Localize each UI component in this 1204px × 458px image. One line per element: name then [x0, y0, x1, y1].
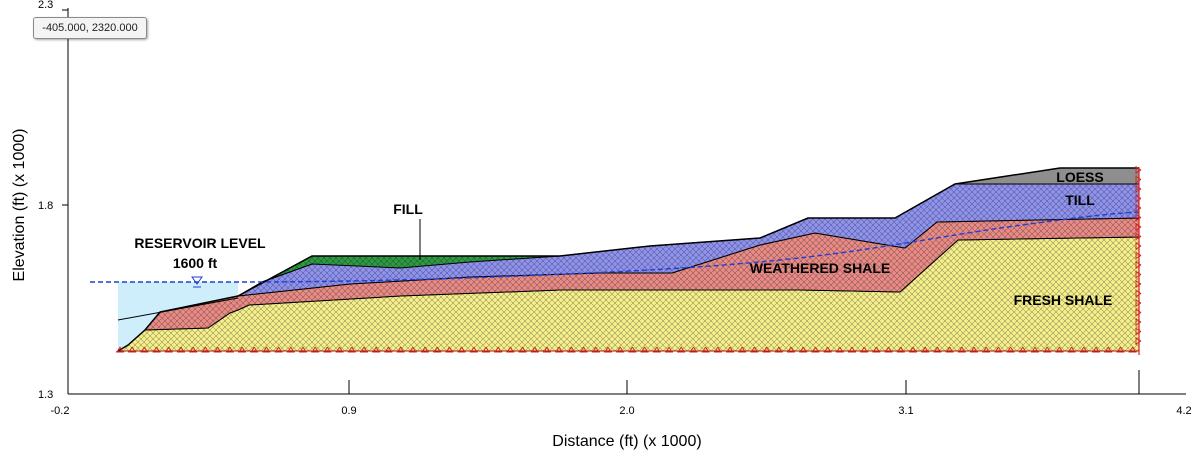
coordinate-readout: -405.000, 2320.000	[33, 17, 147, 39]
boundary-condition-markers	[116, 166, 1142, 353]
y-tick-label: 1.8	[38, 200, 53, 212]
x-tick-label: 3.1	[898, 405, 913, 417]
water-table-triangle-icon	[191, 276, 203, 288]
loess-label: LOESS	[1056, 169, 1103, 185]
weathered-shale-label: WEATHERED SHALE	[750, 260, 891, 276]
y-tick-labels: 2.3 1.8 1.3	[38, 0, 53, 401]
reservoir-label-line2: 1600 ft	[173, 255, 218, 271]
x-tick-labels: -0.2 0.9 2.0 3.1 4.2	[51, 405, 1192, 417]
piezometric-line	[90, 211, 1140, 283]
reservoir-label-line1: RESERVOIR LEVEL	[134, 235, 266, 251]
y-tick-label: 1.3	[38, 389, 53, 401]
y-tick-label: 2.3	[38, 0, 53, 11]
fresh-shale-label: FRESH SHALE	[1014, 292, 1113, 308]
ground-surface	[117, 167, 1139, 352]
till-label: TILL	[1065, 192, 1095, 208]
x-axis-title: Distance (ft) (x 1000)	[552, 433, 701, 450]
axes	[62, 8, 1186, 395]
x-tick-label: 4.2	[1176, 405, 1191, 417]
x-tick-label: 2.0	[619, 405, 634, 417]
x-tick-label: 0.9	[341, 405, 356, 417]
x-tick-label: -0.2	[51, 405, 70, 417]
trial-slip-line	[117, 297, 239, 321]
y-axis-title: Elevation (ft) (x 1000)	[11, 129, 28, 282]
fill-label: FILL	[393, 201, 423, 217]
